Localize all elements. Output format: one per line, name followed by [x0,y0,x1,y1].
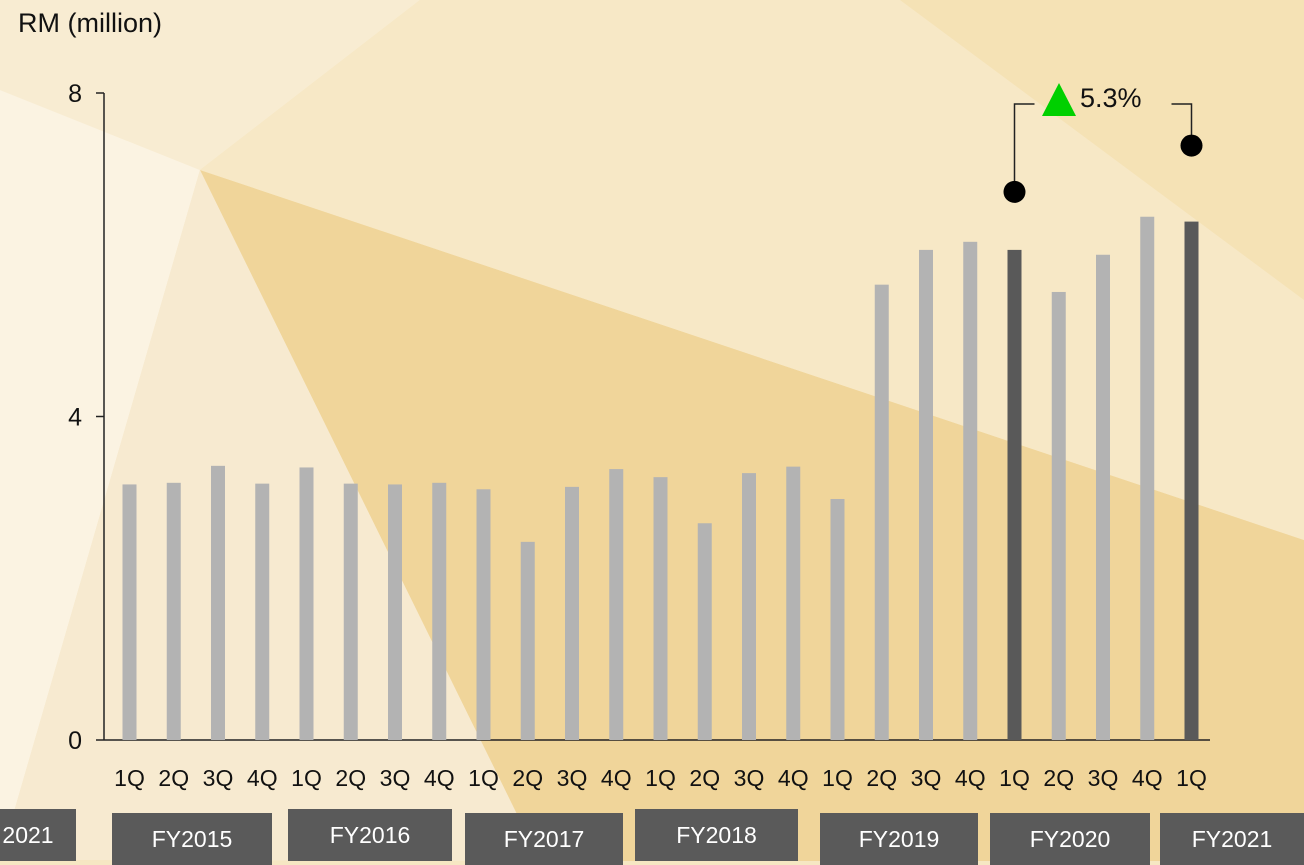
bar [211,465,225,740]
fy-label: FY2019 [858,825,940,852]
x-tick-label: 3Q [1088,765,1119,791]
x-tick-label: 4Q [424,765,455,791]
bar [255,483,270,740]
bar [343,483,358,740]
x-tick-label: 2Q [335,765,366,791]
growth-label: 5.3% [1080,83,1142,113]
bar [432,482,447,740]
x-tick-label: 1Q [645,765,676,791]
x-tick-label: 4Q [1132,765,1163,791]
bar [476,489,491,740]
annotation-dot [1180,134,1203,157]
x-tick-label: 2Q [158,765,189,791]
bar [963,241,978,740]
annotation-dot [1003,180,1026,203]
bar [166,482,181,740]
bar [1140,216,1155,740]
fy-box-2019: FY2019 [820,813,978,865]
fy-box-2018: FY2018 [635,809,798,861]
x-tick-label: 1Q [1176,765,1207,791]
bar [1051,291,1066,740]
bar [1096,254,1110,740]
fy-label: FY2018 [676,821,757,848]
bar-highlight [1007,249,1022,740]
x-tick-label: 3Q [203,765,234,791]
y-tick-label: 8 [68,80,82,108]
x-tick-label: 4Q [778,765,809,791]
x-tick-label: 2Q [689,765,720,791]
bar [742,473,756,740]
bar [697,523,712,740]
x-tick-label: 3Q [911,765,942,791]
bar [919,249,933,740]
fy-box-2021: FY2021 [1160,813,1304,865]
x-tick-label: 1Q [291,765,322,791]
x-tick-label: 1Q [822,765,853,791]
fy-label: FY2020 [1029,825,1111,852]
bar [122,484,137,740]
bar-highlight [1184,221,1199,740]
x-tick-label: 1Q [468,765,499,791]
fy-label-partial: 2021 [2,821,54,848]
x-tick-label: 4Q [247,765,278,791]
annotation-bracket-left [1013,103,1035,192]
bar [520,541,535,740]
fy-label: FY2017 [503,825,585,852]
fy-box-2016: FY2016 [288,809,452,861]
bar [388,484,402,740]
fy-label: FY2016 [329,821,411,848]
x-tick-label: 4Q [955,765,986,791]
bar [299,467,314,740]
x-tick-label: 3Q [380,765,411,791]
fy-box-partial: 2021 [0,809,76,861]
y-tick-label: 4 [68,404,82,432]
x-tick-label: 4Q [601,765,632,791]
bar [653,477,668,740]
x-tick-label: 3Q [734,765,765,791]
x-tick-label: 1Q [999,765,1030,791]
x-tick-label: 3Q [557,765,588,791]
fy-box-2017: FY2017 [465,813,623,865]
bar [609,469,624,740]
x-tick-label: 2Q [1043,765,1074,791]
fy-box-2020: FY2020 [990,813,1150,865]
bar [874,284,889,740]
annotation-bracket-right [1171,103,1193,146]
bar [830,498,845,740]
up-triangle-icon [1042,83,1076,116]
fy-label: FY2015 [151,825,233,852]
y-tick-label: 0 [68,727,82,755]
x-tick-label: 2Q [512,765,543,791]
bar [565,486,579,740]
fy-label: FY2021 [1191,825,1273,852]
x-tick-label: 2Q [866,765,897,791]
fy-box-2015: FY2015 [112,813,272,865]
bar [786,466,801,740]
x-tick-label: 1Q [114,765,145,791]
y-axis-title: RM (million) [18,8,162,38]
